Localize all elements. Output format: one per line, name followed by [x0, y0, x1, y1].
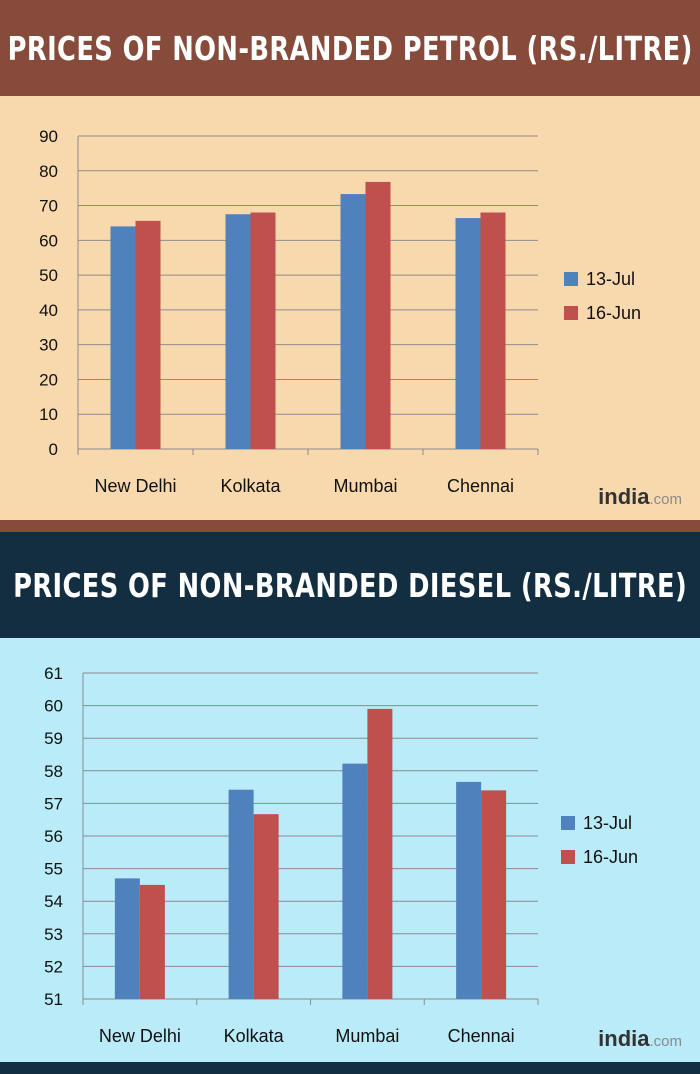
y-tick-label: 61 [44, 664, 63, 683]
logo-brand: india [598, 484, 650, 509]
bar-13-Jul-kolkata [228, 789, 254, 999]
y-tick-label: 0 [49, 440, 58, 459]
bar-13-Jul-chennai [455, 218, 481, 449]
y-tick-label: 51 [44, 990, 63, 1009]
bar-16-Jun-kolkata [250, 212, 276, 449]
diesel-separator [0, 1062, 700, 1074]
y-tick-label: 54 [44, 892, 63, 911]
bar-13-Jul-mumbai [340, 194, 366, 449]
bar-13-Jul-mumbai [342, 763, 368, 999]
bar-16-Jun-chennai [480, 212, 506, 449]
y-tick-label: 50 [39, 266, 58, 285]
petrol-bar-chart: 0 10 20 30 40 50 60 70 80 90 New Delhi Kolkata Mumba… [39, 127, 641, 496]
diesel-chart-panel: 51 52 53 54 55 56 57 58 59 60 61 New Delhi Kolkata Mu… [0, 638, 700, 1062]
india-com-logo: india.com [598, 484, 682, 510]
y-tick-label: 56 [44, 827, 63, 846]
x-category-label: New Delhi [94, 476, 176, 496]
petrol-chart-title: PRICES OF NON-BRANDED PETROL (RS./LITRE) [7, 28, 693, 68]
diesel-bar-chart: 51 52 53 54 55 56 57 58 59 60 61 New Delhi Kolkata Mu… [44, 664, 638, 1046]
bar-16-Jun-mumbai [365, 181, 391, 449]
logo-brand: india [598, 1026, 650, 1051]
bar-13-Jul-new-delhi [110, 226, 136, 449]
x-category-label: Mumbai [333, 476, 397, 496]
legend-swatch [564, 272, 578, 286]
y-tick-label: 80 [39, 162, 58, 181]
logo-tld: .com [649, 491, 682, 508]
petrol-chart-panel: 0 10 20 30 40 50 60 70 80 90 New Delhi Kolkata Mumba… [0, 96, 700, 520]
y-tick-label: 40 [39, 301, 58, 320]
legend-swatch [564, 306, 578, 320]
bar-16-Jun-new-delhi [139, 884, 165, 999]
logo-tld: .com [649, 1033, 682, 1050]
y-tick-label: 30 [39, 336, 58, 355]
legend-label: 13-Jul [583, 813, 632, 833]
diesel-chart-title: PRICES OF NON-BRANDED DIESEL (RS./LITRE) [12, 565, 688, 605]
y-tick-label: 90 [39, 127, 58, 146]
y-tick-label: 70 [39, 197, 58, 216]
legend-swatch [561, 816, 575, 830]
diesel-title-band: PRICES OF NON-BRANDED DIESEL (RS./LITRE) [0, 532, 700, 638]
y-tick-label: 20 [39, 370, 58, 389]
legend-swatch [561, 850, 575, 864]
legend-label: 16-Jun [583, 847, 638, 867]
petrol-title-band: PRICES OF NON-BRANDED PETROL (RS./LITRE) [0, 0, 700, 96]
legend-label: 16-Jun [586, 303, 641, 323]
y-tick-label: 53 [44, 925, 63, 944]
y-tick-label: 60 [44, 697, 63, 716]
bar-13-Jul-kolkata [225, 214, 251, 449]
y-tick-label: 55 [44, 860, 63, 879]
bar-16-Jun-kolkata [253, 814, 279, 999]
bar-16-Jun-new-delhi [135, 220, 161, 449]
y-tick-label: 10 [39, 405, 58, 424]
y-tick-label: 58 [44, 762, 63, 781]
x-category-label: Chennai [448, 1026, 515, 1046]
x-category-label: Kolkata [220, 476, 281, 496]
y-tick-label: 52 [44, 957, 63, 976]
x-category-label: Chennai [447, 476, 514, 496]
india-com-logo: india.com [598, 1026, 682, 1052]
bar-16-Jun-chennai [481, 790, 507, 999]
x-category-label: Mumbai [335, 1026, 399, 1046]
bar-13-Jul-new-delhi [114, 878, 140, 999]
legend-label: 13-Jul [586, 269, 635, 289]
x-category-label: New Delhi [99, 1026, 181, 1046]
bar-16-Jun-mumbai [367, 708, 393, 999]
petrol-separator [0, 520, 700, 532]
y-tick-label: 60 [39, 231, 58, 250]
y-tick-label: 57 [44, 794, 63, 813]
bar-13-Jul-chennai [456, 781, 482, 999]
y-tick-label: 59 [44, 729, 63, 748]
x-category-label: Kolkata [224, 1026, 285, 1046]
